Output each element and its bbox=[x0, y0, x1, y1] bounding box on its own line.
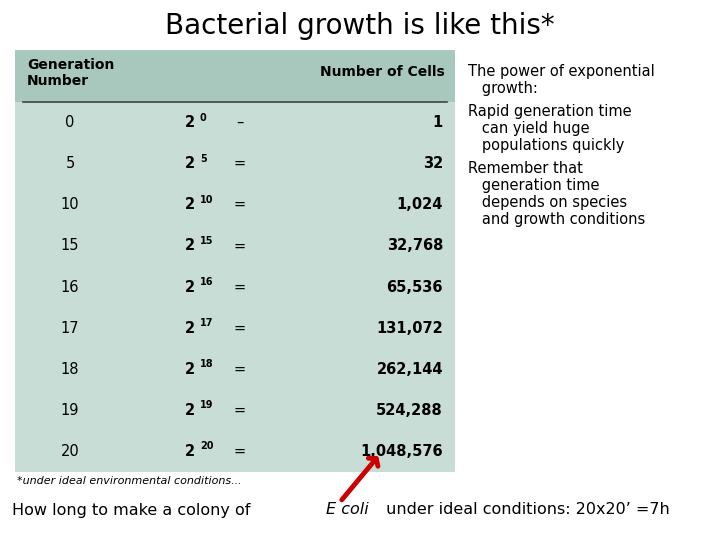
Text: 17: 17 bbox=[60, 321, 79, 336]
Text: 18: 18 bbox=[200, 359, 214, 369]
Text: Number of Cells: Number of Cells bbox=[320, 65, 445, 79]
Text: 1: 1 bbox=[433, 115, 443, 130]
Text: 10: 10 bbox=[60, 197, 79, 212]
Text: Remember that: Remember that bbox=[468, 161, 583, 176]
Text: 16: 16 bbox=[60, 280, 79, 294]
Text: 32: 32 bbox=[423, 156, 443, 171]
Text: populations quickly: populations quickly bbox=[468, 138, 624, 153]
Text: 19: 19 bbox=[60, 403, 79, 418]
Text: =: = bbox=[234, 362, 246, 377]
Text: =: = bbox=[234, 156, 246, 171]
Text: 2: 2 bbox=[185, 238, 195, 253]
Text: 2: 2 bbox=[185, 197, 195, 212]
Text: 2: 2 bbox=[185, 444, 195, 459]
Text: 524,288: 524,288 bbox=[377, 403, 443, 418]
Text: 16: 16 bbox=[200, 277, 214, 287]
Text: =: = bbox=[234, 197, 246, 212]
Text: The power of exponential: The power of exponential bbox=[468, 64, 654, 79]
Text: 2: 2 bbox=[185, 115, 195, 130]
Text: 131,072: 131,072 bbox=[377, 321, 443, 336]
Text: 262,144: 262,144 bbox=[377, 362, 443, 377]
Text: 19: 19 bbox=[200, 400, 214, 410]
Text: Rapid generation time: Rapid generation time bbox=[468, 104, 631, 119]
Text: –: – bbox=[236, 115, 243, 130]
Text: can yield huge: can yield huge bbox=[468, 121, 590, 136]
Text: 15: 15 bbox=[60, 238, 79, 253]
Text: =: = bbox=[234, 444, 246, 459]
Text: 2: 2 bbox=[185, 321, 195, 336]
Text: 0: 0 bbox=[200, 112, 207, 123]
Text: 5: 5 bbox=[200, 154, 207, 164]
Text: 2: 2 bbox=[185, 362, 195, 377]
Bar bbox=[15, 50, 455, 102]
Text: 10: 10 bbox=[200, 195, 214, 205]
Text: 20: 20 bbox=[60, 444, 79, 459]
Text: growth:: growth: bbox=[468, 81, 538, 96]
Text: Generation
Number: Generation Number bbox=[27, 58, 114, 88]
Text: *under ideal environmental conditions...: *under ideal environmental conditions... bbox=[17, 476, 242, 486]
Text: 17: 17 bbox=[200, 318, 214, 328]
Text: 1,048,576: 1,048,576 bbox=[361, 444, 443, 459]
Text: 15: 15 bbox=[200, 236, 214, 246]
Text: Bacterial growth is like this*: Bacterial growth is like this* bbox=[165, 12, 555, 40]
Text: E coli: E coli bbox=[326, 503, 369, 517]
Text: 2: 2 bbox=[185, 156, 195, 171]
Text: 2: 2 bbox=[185, 280, 195, 294]
Bar bbox=[15, 50, 455, 472]
Text: 20: 20 bbox=[200, 441, 214, 451]
Text: 65,536: 65,536 bbox=[387, 280, 443, 294]
Text: 32,768: 32,768 bbox=[387, 238, 443, 253]
Text: 18: 18 bbox=[60, 362, 79, 377]
Text: =: = bbox=[234, 403, 246, 418]
Text: =: = bbox=[234, 280, 246, 294]
Text: 0: 0 bbox=[66, 115, 75, 130]
Text: 5: 5 bbox=[66, 156, 75, 171]
Text: 2: 2 bbox=[185, 403, 195, 418]
Text: =: = bbox=[234, 238, 246, 253]
Text: How long to make a colony of: How long to make a colony of bbox=[12, 503, 256, 517]
Text: under ideal conditions: 20x20’ =7h: under ideal conditions: 20x20’ =7h bbox=[382, 503, 670, 517]
Text: generation time: generation time bbox=[468, 178, 600, 193]
Text: =: = bbox=[234, 321, 246, 336]
Text: 1,024: 1,024 bbox=[397, 197, 443, 212]
Text: depends on species: depends on species bbox=[468, 195, 627, 210]
Text: and growth conditions: and growth conditions bbox=[468, 212, 645, 227]
